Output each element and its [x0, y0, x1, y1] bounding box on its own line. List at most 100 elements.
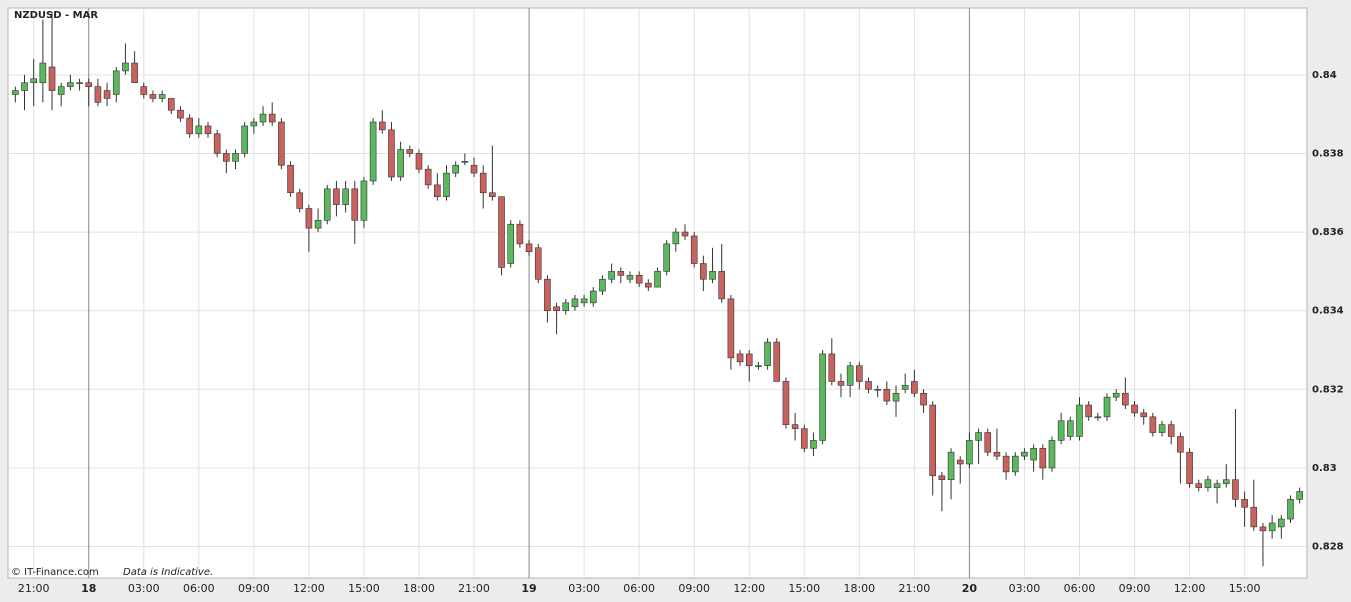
candle-body [378, 121, 386, 131]
candle-body [241, 125, 248, 154]
candle-body [1011, 455, 1019, 473]
candle-body [1250, 506, 1258, 528]
y-tick-label: 0.83 [1312, 463, 1337, 474]
x-tick-label: 21:00 [899, 582, 931, 595]
x-tick-label: 09:00 [678, 582, 710, 595]
candle-body [828, 353, 836, 382]
candle-body [195, 125, 203, 135]
candle-body [186, 117, 193, 135]
candle-body [1140, 412, 1148, 418]
candle-body [1241, 499, 1248, 508]
candle-body [48, 66, 56, 91]
candle-body [76, 82, 83, 84]
candle-body [553, 306, 560, 311]
candle-body [1094, 416, 1102, 419]
candle-body [975, 432, 982, 441]
candle-body [498, 196, 505, 268]
candle-body [755, 365, 762, 368]
candle-body [443, 172, 450, 197]
candle-body [287, 164, 294, 194]
candle-body [122, 62, 129, 72]
candle-body [690, 235, 698, 264]
candle-body [1131, 404, 1138, 414]
candle-body [580, 298, 588, 304]
candle-body [259, 113, 267, 123]
candle-body [57, 86, 65, 95]
candle-body [599, 278, 606, 292]
candle-body [1122, 392, 1129, 406]
candle-body [745, 353, 753, 367]
candle-body [764, 341, 771, 367]
candle-body [654, 271, 661, 288]
candle-body [250, 121, 258, 127]
candle-body [415, 153, 423, 170]
candle-body [1149, 416, 1157, 433]
candle-body [67, 82, 74, 87]
candle-body [984, 432, 992, 453]
candle-body [571, 298, 579, 308]
candle-body [1112, 392, 1120, 398]
candle-body [1268, 522, 1276, 532]
source: © IT-Finance.com [11, 567, 99, 578]
candle-body [479, 172, 487, 194]
x-tick-label: 18:00 [403, 582, 435, 595]
candle-body [1103, 396, 1111, 418]
candle-body [782, 381, 790, 425]
candle-body [672, 231, 680, 245]
candle-body [1057, 420, 1065, 441]
candle-body [452, 164, 459, 174]
candle-body [1232, 479, 1239, 500]
candle-body [360, 180, 368, 221]
candle-body [810, 440, 817, 449]
candle-body [167, 98, 175, 111]
candle-body [617, 271, 625, 276]
candle-body [856, 365, 863, 382]
x-tick-label: 12:00 [293, 582, 325, 595]
candle-body [883, 389, 891, 402]
x-tick-label: 12:00 [733, 582, 765, 595]
candle-body [333, 188, 340, 205]
candle-body [424, 168, 432, 186]
candle-body [1287, 499, 1294, 520]
x-tick-label: 09:00 [238, 582, 270, 595]
candle-body [709, 271, 716, 280]
candle-body [1213, 483, 1221, 488]
candle-body [938, 475, 946, 481]
x-tick-label: 15:00 [348, 582, 380, 595]
candle-body [901, 385, 909, 390]
x-tick-label: 03:00 [1009, 582, 1041, 595]
x-tick-label: 09:00 [1119, 582, 1151, 595]
candle-body [929, 404, 937, 477]
candle-body [645, 282, 652, 288]
candle-body [342, 188, 349, 205]
candle-body [700, 263, 707, 280]
plot-area [7, 7, 1308, 579]
x-tick-label: 06:00 [183, 582, 215, 595]
y-tick-label: 0.838 [1312, 148, 1344, 159]
y-tick-label: 0.832 [1312, 384, 1344, 395]
candle-body [434, 184, 441, 197]
candle-body [681, 231, 689, 237]
candle-body [920, 392, 927, 406]
candle-body [1030, 447, 1037, 461]
candle-body [846, 365, 854, 386]
candle-body [177, 109, 184, 119]
candle-body [1177, 436, 1184, 453]
candle-body [534, 247, 542, 280]
candle-body [626, 275, 634, 280]
candle-body [461, 161, 469, 163]
candle-body [589, 290, 597, 304]
candle-body [874, 389, 881, 391]
candle-body [85, 82, 93, 87]
candle-body [158, 94, 166, 99]
candle-body [791, 424, 799, 429]
candle-body [773, 341, 781, 382]
x-tick-label: 06:00 [1064, 582, 1096, 595]
candle-body [1039, 447, 1047, 469]
candle-body [232, 153, 239, 162]
y-tick-label: 0.836 [1312, 227, 1344, 238]
candle-body [956, 459, 964, 465]
candle-body [736, 353, 744, 363]
candle-body [406, 149, 414, 154]
